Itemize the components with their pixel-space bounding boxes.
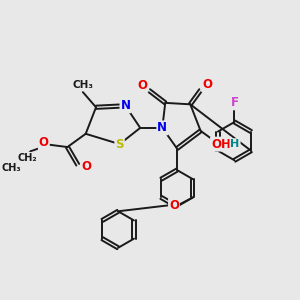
Text: CH₂: CH₂: [17, 153, 37, 163]
Text: OH: OH: [211, 138, 231, 151]
Text: F: F: [231, 96, 239, 110]
Text: N: N: [157, 122, 167, 134]
Text: S: S: [115, 138, 124, 151]
Text: H: H: [230, 139, 240, 149]
Text: CH₃: CH₃: [72, 80, 93, 91]
Text: O: O: [81, 160, 91, 173]
Text: O: O: [202, 78, 212, 92]
Text: O: O: [138, 79, 148, 92]
Text: N: N: [121, 99, 130, 112]
Text: O: O: [169, 199, 179, 212]
Text: O: O: [39, 136, 49, 149]
Text: CH₃: CH₃: [1, 163, 21, 173]
